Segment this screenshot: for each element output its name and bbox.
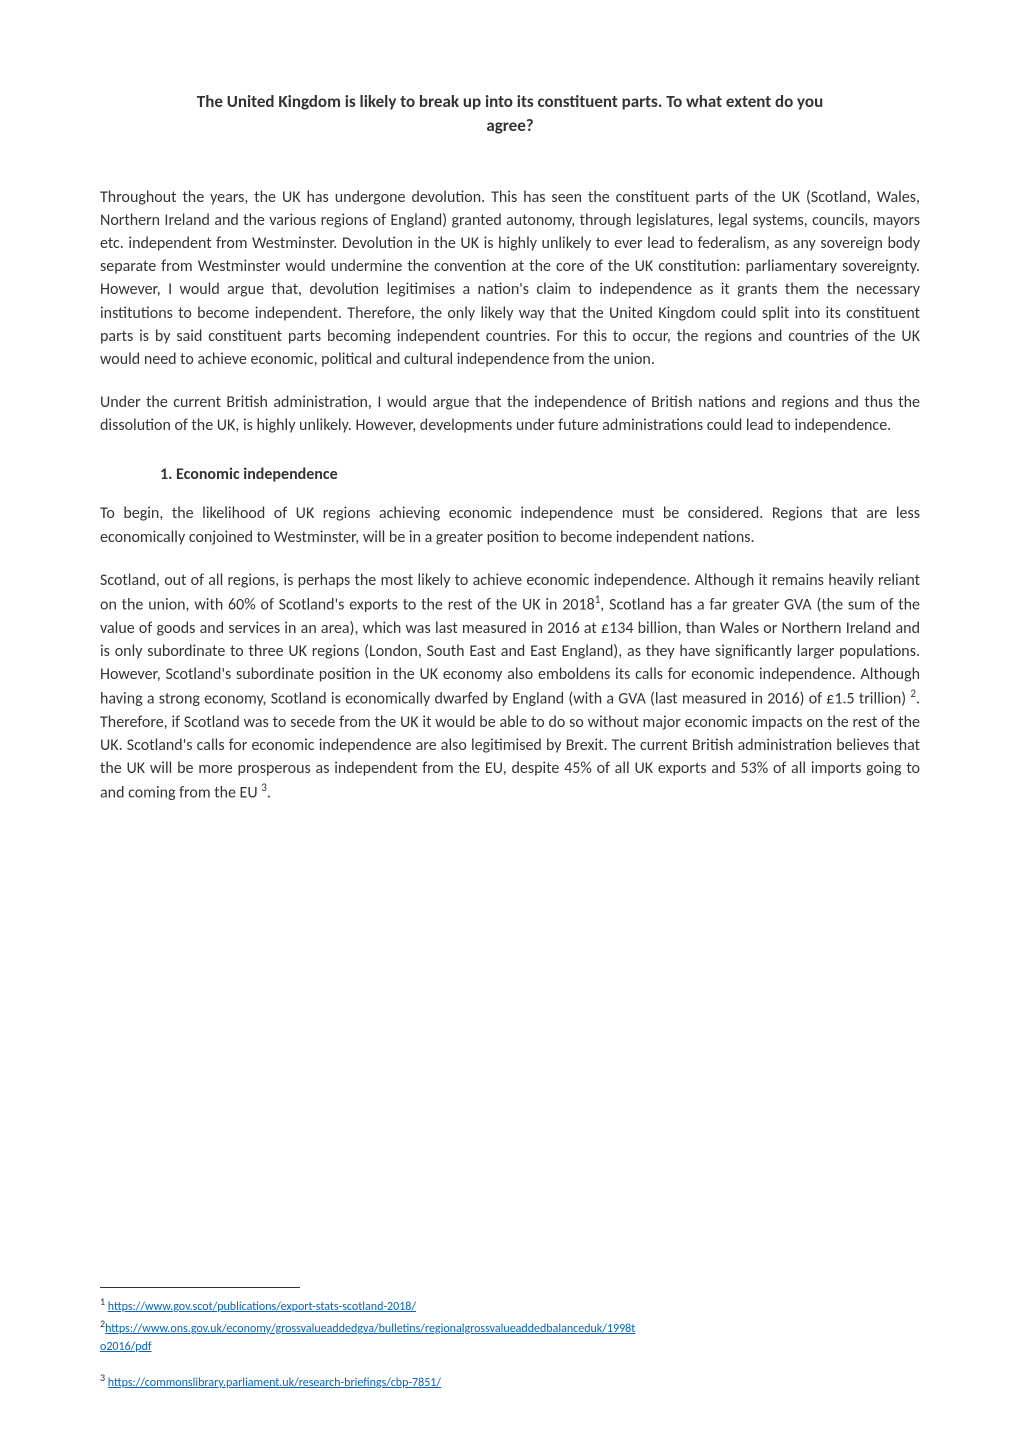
paragraph-1: Throughout the years, the UK has undergo… [100, 186, 920, 372]
p4-text-4: . [267, 784, 271, 803]
footnote-2-link-part1[interactable]: https://www.ons.gov.uk/economy/grossvalu… [105, 1322, 635, 1336]
title-line-1: The United Kingdom is likely to break up… [197, 91, 823, 112]
paragraph-2: Under the current British administration… [100, 391, 920, 437]
footnote-3-link[interactable]: https://commonslibrary.parliament.uk/res… [108, 1376, 441, 1390]
footnote-3: 3 https://commonslibrary.parliament.uk/r… [100, 1370, 920, 1392]
footnote-2-link-part2[interactable]: o2016/pdf [100, 1340, 152, 1354]
footnote-2: 2https://www.ons.gov.uk/economy/grossval… [100, 1316, 920, 1356]
footnote-1-number: 1 [100, 1295, 105, 1308]
section-heading-1: 1. Economic independence [160, 465, 920, 484]
footnote-1-link[interactable]: https://www.gov.scot/publications/export… [108, 1300, 416, 1314]
footnotes-section: 1 https://www.gov.scot/publications/expo… [100, 1247, 920, 1392]
paragraph-4: Scotland, out of all regions, is perhaps… [100, 569, 920, 805]
footnote-divider [100, 1287, 300, 1288]
title-line-2: agree? [486, 115, 533, 136]
footnote-1: 1 https://www.gov.scot/publications/expo… [100, 1294, 920, 1316]
paragraph-3: To begin, the likelihood of UK regions a… [100, 502, 920, 548]
footnote-3-number: 3 [100, 1371, 105, 1384]
document-title: The United Kingdom is likely to break up… [100, 90, 920, 138]
